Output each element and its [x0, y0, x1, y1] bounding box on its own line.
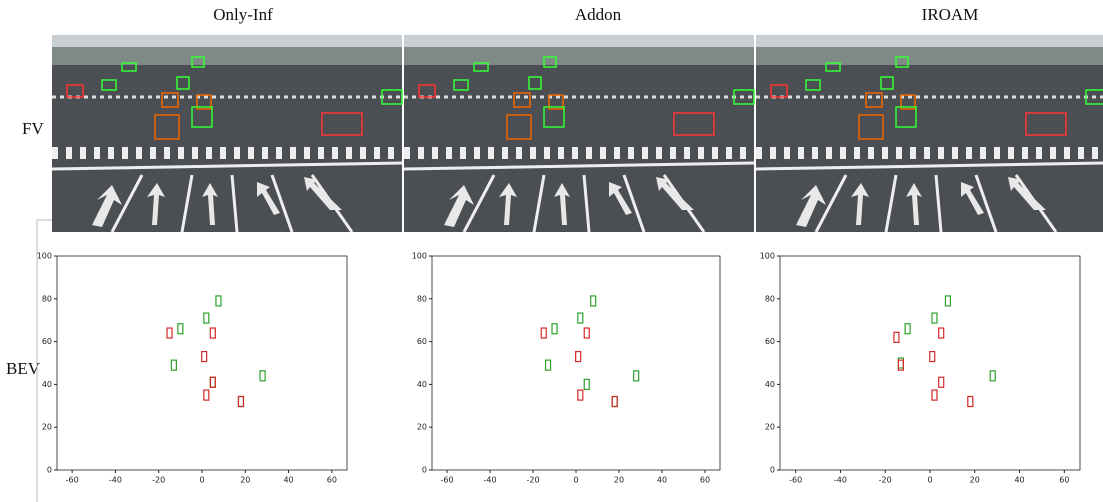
y-tick-label: 0 [770, 466, 775, 475]
x-tick-label: 20 [614, 476, 624, 485]
x-tick-label: 0 [573, 476, 578, 485]
x-tick-label: -60 [66, 476, 79, 485]
front-view-image [52, 35, 402, 232]
figure: Only-Inf Addon IROAM FV BEV 0 20 40 60 80 100… [0, 0, 1103, 502]
row-label: FV [22, 119, 44, 138]
x-tick-label: 0 [199, 476, 204, 485]
front-view-image [756, 35, 1103, 232]
x-tick-label: 20 [240, 476, 250, 485]
x-tick-label: -40 [483, 476, 496, 485]
column-title: Addon [575, 5, 622, 24]
y-tick-label: 40 [765, 380, 775, 389]
x-tick-label: -60 [441, 476, 454, 485]
y-tick-label: 100 [37, 252, 52, 261]
y-tick-label: 100 [760, 252, 775, 261]
y-tick-label: 0 [422, 466, 427, 475]
x-tick-label: 20 [970, 476, 980, 485]
x-tick-label: 40 [1014, 476, 1024, 485]
y-tick-label: 20 [417, 423, 427, 432]
y-tick-label: 20 [765, 423, 775, 432]
plot-frame [432, 256, 720, 470]
x-tick-label: -40 [834, 476, 847, 485]
y-tick-label: 40 [42, 380, 52, 389]
y-tick-label: 60 [42, 337, 52, 346]
x-tick-label: -20 [879, 476, 892, 485]
y-tick-label: 100 [412, 252, 427, 261]
x-tick-label: 60 [327, 476, 337, 485]
y-tick-label: 40 [417, 380, 427, 389]
x-tick-label: 40 [657, 476, 667, 485]
y-tick-label: 80 [42, 294, 52, 303]
y-tick-label: 60 [765, 337, 775, 346]
y-tick-label: 80 [417, 294, 427, 303]
y-tick-label: 60 [417, 337, 427, 346]
column-title: Only-Inf [213, 5, 273, 24]
plot-frame [57, 256, 347, 470]
y-tick-label: 0 [47, 466, 52, 475]
y-tick-label: 20 [42, 423, 52, 432]
x-tick-label: 60 [700, 476, 710, 485]
x-tick-label: 40 [283, 476, 293, 485]
x-tick-label: -20 [526, 476, 539, 485]
x-tick-label: -40 [109, 476, 122, 485]
x-tick-label: -60 [789, 476, 802, 485]
x-tick-label: 60 [1059, 476, 1069, 485]
front-view-image [404, 35, 754, 232]
column-title: IROAM [922, 5, 979, 24]
x-tick-label: -20 [152, 476, 165, 485]
x-tick-label: 0 [927, 476, 932, 485]
plot-frame [780, 256, 1080, 470]
row-label: BEV [6, 359, 41, 378]
y-tick-label: 80 [765, 294, 775, 303]
